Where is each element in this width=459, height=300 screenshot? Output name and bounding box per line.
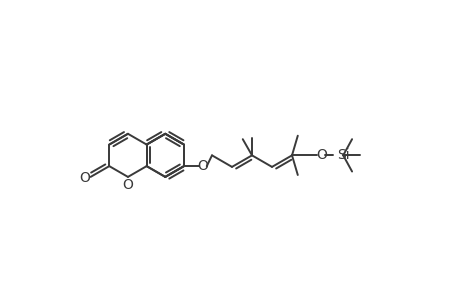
- Text: O: O: [197, 159, 208, 173]
- Text: O: O: [315, 148, 326, 162]
- Text: O: O: [79, 172, 90, 185]
- Text: Si: Si: [336, 148, 349, 162]
- Text: O: O: [122, 178, 133, 192]
